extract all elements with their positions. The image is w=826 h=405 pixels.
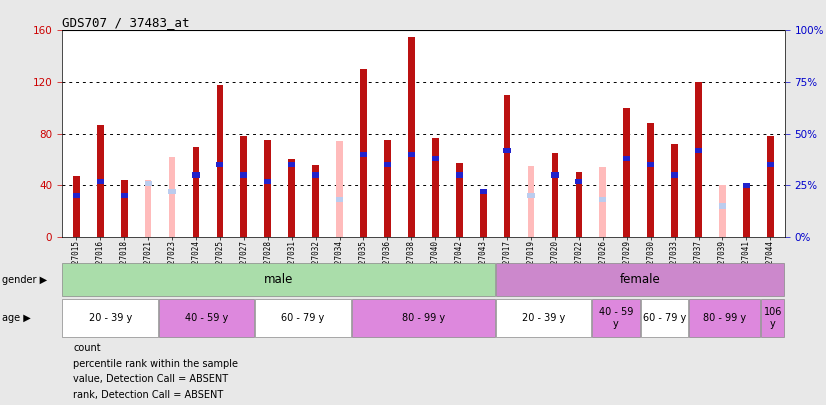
Text: 40 - 59
y: 40 - 59 y <box>599 307 634 329</box>
Bar <box>97 179 104 184</box>
Text: 80 - 99 y: 80 - 99 y <box>401 313 445 323</box>
Bar <box>576 173 582 237</box>
Bar <box>384 140 391 237</box>
Bar <box>73 176 79 237</box>
Bar <box>216 162 224 167</box>
Text: rank, Detection Call = ABSENT: rank, Detection Call = ABSENT <box>74 390 224 400</box>
Text: 106
y: 106 y <box>763 307 782 329</box>
Bar <box>624 108 630 237</box>
Bar <box>648 123 654 237</box>
Bar <box>496 299 591 337</box>
Bar <box>240 173 248 177</box>
Text: age ▶: age ▶ <box>2 313 31 323</box>
Bar <box>528 166 534 237</box>
Bar <box>169 189 176 194</box>
Bar <box>504 95 510 237</box>
Bar <box>719 185 726 237</box>
Bar <box>647 162 654 167</box>
Bar <box>255 299 350 337</box>
Text: count: count <box>74 343 101 353</box>
Bar <box>743 183 750 188</box>
Bar <box>552 153 558 237</box>
Bar <box>264 179 272 184</box>
Bar <box>575 179 582 184</box>
Bar <box>432 138 439 237</box>
Bar <box>408 152 415 157</box>
Bar <box>480 192 487 237</box>
Text: GDS707 / 37483_at: GDS707 / 37483_at <box>62 16 189 29</box>
Text: gender ▶: gender ▶ <box>2 275 47 285</box>
Text: value, Detection Call = ABSENT: value, Detection Call = ABSENT <box>74 375 229 384</box>
Bar <box>695 82 702 237</box>
Bar <box>240 136 247 237</box>
Bar <box>592 299 639 337</box>
Bar <box>336 197 343 202</box>
Bar <box>552 173 558 177</box>
Bar <box>264 140 271 237</box>
Bar <box>121 193 128 198</box>
Bar <box>360 152 367 157</box>
Bar <box>695 147 702 153</box>
Bar <box>623 156 630 161</box>
Bar <box>216 85 223 237</box>
Bar <box>121 180 127 237</box>
Bar <box>336 141 343 237</box>
Text: male: male <box>264 273 293 286</box>
Bar <box>689 299 760 337</box>
Bar <box>352 299 495 337</box>
Bar <box>145 181 152 186</box>
Text: 20 - 39 y: 20 - 39 y <box>88 313 132 323</box>
Bar <box>360 69 367 237</box>
Bar <box>504 147 510 153</box>
Bar <box>671 173 678 177</box>
Text: 60 - 79 y: 60 - 79 y <box>281 313 325 323</box>
Bar <box>312 164 319 237</box>
Bar <box>432 156 439 161</box>
Bar <box>672 144 678 237</box>
Bar <box>408 37 415 237</box>
Bar <box>767 162 774 167</box>
Bar <box>63 264 495 296</box>
Bar <box>761 299 784 337</box>
Bar <box>719 203 726 209</box>
Bar <box>480 189 487 194</box>
Bar <box>169 157 175 237</box>
Bar <box>528 193 534 198</box>
Bar <box>97 125 103 237</box>
Bar <box>496 264 784 296</box>
Bar <box>192 147 199 237</box>
Bar <box>288 162 295 167</box>
Text: 60 - 79 y: 60 - 79 y <box>643 313 686 323</box>
Bar <box>456 173 463 177</box>
Bar <box>599 197 606 202</box>
Bar <box>767 136 774 237</box>
Text: 40 - 59 y: 40 - 59 y <box>185 313 228 323</box>
Bar <box>192 173 200 177</box>
Bar <box>641 299 688 337</box>
Bar <box>159 299 254 337</box>
Bar <box>384 162 391 167</box>
Text: female: female <box>620 273 661 286</box>
Bar <box>288 160 295 237</box>
Bar <box>73 193 80 198</box>
Text: percentile rank within the sample: percentile rank within the sample <box>74 359 239 369</box>
Text: 20 - 39 y: 20 - 39 y <box>522 313 566 323</box>
Bar <box>456 163 463 237</box>
Text: 80 - 99 y: 80 - 99 y <box>703 313 746 323</box>
Bar <box>743 183 750 237</box>
Bar <box>63 299 158 337</box>
Bar <box>145 180 151 237</box>
Bar <box>312 173 319 177</box>
Bar <box>600 167 606 237</box>
